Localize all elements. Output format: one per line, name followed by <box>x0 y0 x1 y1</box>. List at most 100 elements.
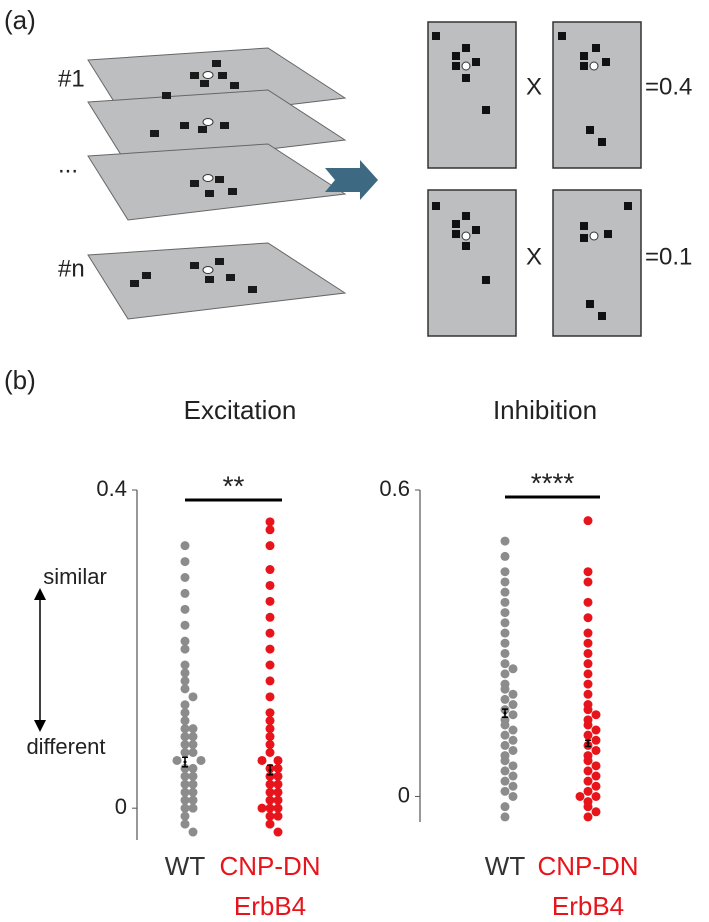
data-point <box>508 664 518 674</box>
operator: X <box>526 73 542 100</box>
data-point <box>508 735 518 745</box>
data-point <box>583 638 593 648</box>
result: =0.4 <box>645 73 692 100</box>
mean-marker <box>268 768 272 772</box>
data-point <box>265 803 275 813</box>
result: =0.1 <box>645 243 692 270</box>
data-point <box>591 771 601 781</box>
data-point <box>591 791 601 801</box>
panel-label: (a) <box>4 5 36 35</box>
data-point <box>583 689 593 699</box>
data-point <box>265 748 275 757</box>
data-point <box>500 669 510 679</box>
data-point <box>257 803 267 813</box>
data-point <box>265 660 275 670</box>
data-point <box>265 795 275 805</box>
data-point <box>188 763 198 773</box>
y-tick-label: 0.4 <box>96 476 127 501</box>
mean-marker <box>183 760 187 764</box>
data-point <box>591 735 601 745</box>
data-point <box>265 517 275 527</box>
data-point <box>265 565 275 575</box>
data-point <box>500 638 510 648</box>
data-point <box>180 644 190 654</box>
arrow <box>325 160 378 200</box>
data-point <box>583 705 593 715</box>
data-point <box>583 516 593 526</box>
data-point <box>500 659 510 669</box>
data-point <box>196 755 206 765</box>
data-point <box>265 612 275 622</box>
data-point <box>273 779 283 789</box>
mean-marker <box>503 711 507 715</box>
data-point <box>500 628 510 638</box>
data-point <box>500 730 510 740</box>
data-point <box>265 676 275 686</box>
data-point <box>188 724 198 734</box>
y-tick-label: 0 <box>398 782 410 807</box>
data-point <box>583 659 593 669</box>
significance-label: **** <box>531 467 575 498</box>
data-point <box>180 716 190 726</box>
map-centers <box>461 61 599 241</box>
data-point <box>180 795 190 805</box>
data-point <box>265 732 275 742</box>
data-point <box>508 781 518 791</box>
cell-markers <box>130 60 257 293</box>
chart-title: Inhibition <box>493 395 597 425</box>
y-tick-label: 0 <box>115 794 127 819</box>
category-label: CNP-DN ErbB4 <box>219 851 321 921</box>
data-point <box>583 597 593 607</box>
data-point <box>500 608 510 618</box>
data-point <box>500 776 510 786</box>
data-point <box>583 628 593 638</box>
data-point <box>180 604 190 614</box>
data-point <box>180 620 190 630</box>
layer-label: #1 <box>58 65 85 92</box>
data-point <box>575 791 585 801</box>
category-label: WT <box>484 851 526 881</box>
data-point <box>265 541 275 551</box>
data-point <box>257 755 267 765</box>
layer-stack <box>87 47 347 320</box>
data-point <box>273 755 283 765</box>
data-point <box>500 812 510 822</box>
data-point <box>265 525 275 535</box>
data-point <box>188 748 198 757</box>
data-point <box>265 580 275 590</box>
data-point <box>508 710 518 720</box>
data-point <box>265 644 275 654</box>
data-point <box>180 660 190 670</box>
data-point <box>188 732 198 742</box>
data-point <box>500 694 510 704</box>
data-point <box>583 577 593 587</box>
data-point <box>265 628 275 638</box>
data-point <box>500 802 510 812</box>
data-point <box>508 771 518 781</box>
data-point <box>583 669 593 679</box>
layer <box>87 89 347 167</box>
data-point <box>273 803 283 813</box>
data-point <box>591 781 601 791</box>
layer <box>87 242 347 320</box>
data-point <box>500 740 510 750</box>
data-point <box>180 708 190 718</box>
data-point <box>273 771 283 781</box>
data-point <box>508 791 518 801</box>
data-point <box>273 827 283 837</box>
annotation: different <box>26 734 105 759</box>
data-point <box>265 708 275 718</box>
data-point <box>273 763 283 773</box>
data-point <box>188 771 198 781</box>
data-point <box>583 613 593 623</box>
data-point <box>265 724 275 734</box>
arrow-head <box>34 720 46 732</box>
center-markers <box>202 71 214 274</box>
data-point <box>265 819 275 829</box>
data-point <box>500 786 510 796</box>
data-point <box>508 761 518 771</box>
data-point <box>500 577 510 587</box>
data-point <box>500 684 510 694</box>
map-panels <box>427 21 642 337</box>
